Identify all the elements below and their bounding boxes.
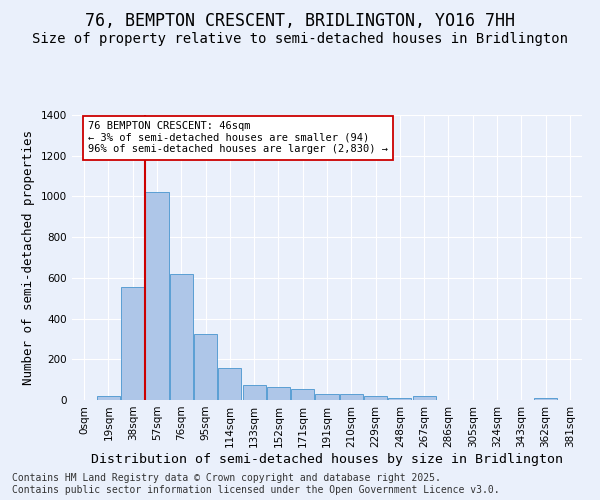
Bar — [388, 398, 412, 400]
Bar — [534, 398, 557, 400]
Bar — [194, 334, 217, 400]
Bar — [170, 274, 193, 400]
Bar — [364, 396, 387, 400]
Y-axis label: Number of semi-detached properties: Number of semi-detached properties — [22, 130, 35, 385]
Bar — [291, 390, 314, 400]
Bar — [340, 394, 363, 400]
Bar — [218, 368, 241, 400]
Text: Contains HM Land Registry data © Crown copyright and database right 2025.
Contai: Contains HM Land Registry data © Crown c… — [12, 474, 500, 495]
Text: Size of property relative to semi-detached houses in Bridlington: Size of property relative to semi-detach… — [32, 32, 568, 46]
Text: 76 BEMPTON CRESCENT: 46sqm
← 3% of semi-detached houses are smaller (94)
96% of : 76 BEMPTON CRESCENT: 46sqm ← 3% of semi-… — [88, 121, 388, 154]
Bar — [242, 384, 266, 400]
Text: 76, BEMPTON CRESCENT, BRIDLINGTON, YO16 7HH: 76, BEMPTON CRESCENT, BRIDLINGTON, YO16 … — [85, 12, 515, 30]
Bar — [316, 394, 338, 400]
Bar — [145, 192, 169, 400]
Bar — [413, 396, 436, 400]
Bar — [267, 387, 290, 400]
Bar — [121, 287, 144, 400]
X-axis label: Distribution of semi-detached houses by size in Bridlington: Distribution of semi-detached houses by … — [91, 452, 563, 466]
Bar — [97, 396, 120, 400]
